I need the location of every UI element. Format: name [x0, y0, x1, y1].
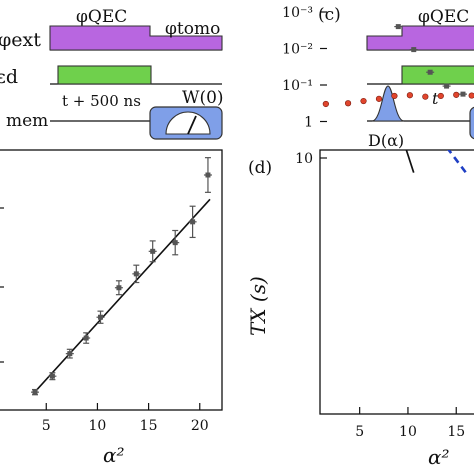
eps-d-label: εd — [0, 66, 18, 88]
plot-d-red-point — [344, 100, 352, 107]
plot-d-point — [459, 91, 467, 97]
plot-d-xtick-label-0: 5 — [355, 424, 364, 440]
drive-time-label-c: t — [432, 89, 439, 108]
plot-b-point — [48, 372, 57, 381]
plot-d-ytick-label-3: 10⁻² — [282, 42, 313, 58]
drive-pulse-c — [401, 65, 474, 85]
pulse-sequence-c: φQEC t D(α) — [366, 7, 474, 150]
plot-b-point — [188, 205, 197, 239]
plot-d-red-point — [422, 93, 429, 100]
mem-label: mem — [6, 111, 48, 131]
plot-d-ytick-label-4: 10⁻³ — [282, 5, 313, 21]
plot-d-red-point — [360, 97, 367, 105]
plot-b-point — [132, 264, 141, 284]
plot-d-red-point — [322, 100, 329, 108]
displacement-label: D(α) — [368, 131, 404, 150]
phi-qec-label-a: φQEC — [76, 7, 127, 27]
plot-d-red-point — [437, 92, 444, 100]
plot-d-red-point — [406, 92, 413, 99]
plot-d-ylabel: TX (s) — [246, 276, 270, 336]
plot-d-point — [394, 24, 403, 30]
flux-pulse-c — [366, 25, 474, 51]
readout-box-c — [469, 106, 474, 140]
plot-b-xtick-label-2: 15 — [140, 418, 158, 434]
plot-b-xtick-label-0: 5 — [42, 418, 51, 434]
plot-b-point — [148, 240, 157, 263]
phi-qec-label-c: φQEC — [418, 7, 469, 27]
plot-d-xlabel: α² — [428, 445, 450, 469]
plot-b-point — [203, 157, 212, 193]
plot-b-frame — [0, 149, 223, 411]
panel-label-d: (d) — [248, 158, 272, 178]
plot-d-red-point — [468, 92, 474, 99]
plot-b-point — [114, 280, 123, 296]
plot-d-xtick-label-2: 15 — [447, 424, 465, 440]
plot-b-fit-line — [34, 198, 211, 393]
plot-d-point — [409, 47, 418, 53]
flux-pulse-a — [49, 25, 223, 51]
plot-d-red-point — [375, 95, 383, 102]
plot-b-point — [96, 310, 105, 324]
displacement-pulse — [371, 85, 405, 122]
plot-b-point — [171, 229, 180, 256]
plot-d-ytick-label-2: 10⁻¹ — [282, 78, 313, 94]
plot-d-frame — [319, 149, 474, 415]
measurement-meter-icon — [149, 106, 223, 140]
plot-b: 5 10 15 20 α² — [0, 149, 223, 467]
plot-b-xlabel: α² — [103, 443, 125, 467]
plot-d-red-point — [391, 92, 398, 100]
plot-d-point — [442, 83, 451, 89]
drive-pulse-a — [57, 65, 152, 85]
plot-b-point — [31, 388, 39, 396]
plot-d-ytick-label-1: 1 — [304, 115, 313, 131]
pulse-sequence-a: φQEC φtomo φext εd t + 500 ns mem W(0) — [0, 7, 224, 140]
plot-d-ytick-label-0: 10 — [295, 151, 313, 167]
plot-d-red-point — [453, 91, 460, 98]
phi-tomo-label: φtomo — [165, 19, 220, 39]
drive-time-label-a: t + 500 ns — [62, 92, 141, 110]
wigner-label: W(0) — [182, 88, 224, 108]
plot-b-xtick-label-1: 10 — [89, 418, 107, 434]
plot-b-xtick-label-3: 20 — [191, 418, 209, 434]
plot-b-point — [82, 332, 91, 344]
panel-label-c: (c) — [318, 5, 341, 25]
plot-d-xtick-label-1: 10 — [399, 424, 417, 440]
plot-d-point — [426, 69, 435, 75]
plot-b-point — [65, 348, 74, 359]
phi-ext-label: φext — [0, 29, 41, 51]
